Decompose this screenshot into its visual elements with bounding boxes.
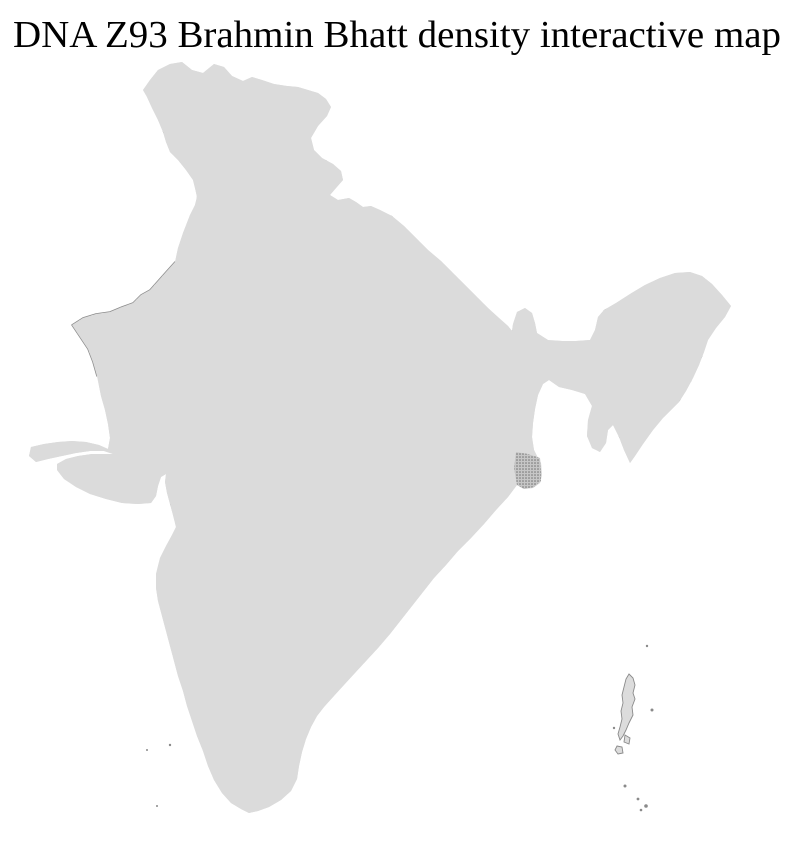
nicobar-island-dot	[639, 808, 643, 812]
page-title: DNA Z93 Brahmin Bhatt density interactiv…	[13, 14, 781, 56]
island-dot	[156, 805, 158, 807]
island-dot	[612, 726, 616, 730]
lakshadweep-islands[interactable]	[146, 743, 172, 807]
island-dot	[146, 749, 148, 751]
island-dot	[168, 743, 172, 747]
island-dot	[650, 708, 654, 712]
nicobar-island-dot	[644, 804, 648, 808]
andaman-island-south	[623, 734, 631, 745]
andaman-nicobar-islands[interactable]	[612, 644, 654, 812]
little-andaman-island	[614, 745, 624, 755]
nicobar-island-dot	[636, 797, 640, 801]
island-dot	[623, 784, 627, 788]
andaman-island-chain	[617, 673, 636, 741]
delta-stipple-region	[514, 452, 541, 489]
island-dot	[645, 644, 649, 648]
